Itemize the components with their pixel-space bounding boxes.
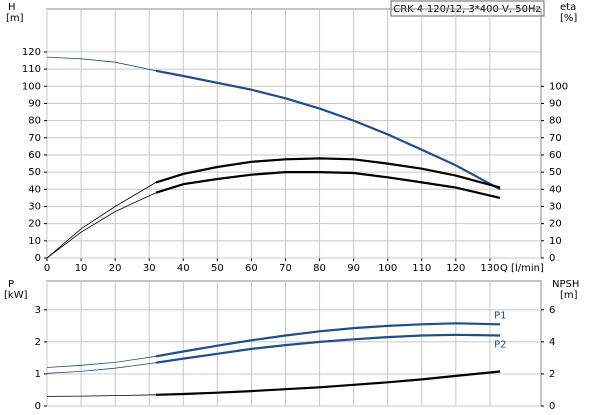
x-tick-label: 60 bbox=[245, 263, 258, 274]
y-label: H bbox=[8, 2, 16, 13]
y-tick-label: 120 bbox=[22, 47, 41, 58]
x-tick-label: 110 bbox=[412, 263, 431, 274]
curve bbox=[155, 333, 501, 364]
y2-tick-label: 70 bbox=[549, 133, 562, 144]
curve bbox=[155, 157, 501, 189]
y-tick-label: 40 bbox=[28, 184, 41, 195]
x-tick-label: 130 bbox=[480, 263, 499, 274]
y-tick-label: 0 bbox=[35, 401, 41, 412]
y2-tick-label: 90 bbox=[549, 98, 562, 109]
curve bbox=[155, 171, 501, 199]
x-tick-label: 120 bbox=[446, 263, 465, 274]
x-tick-label: 80 bbox=[313, 263, 326, 274]
y2-tick-label: 80 bbox=[549, 116, 562, 127]
y-unit: [kW] bbox=[4, 290, 28, 301]
x-tick-label: 0 bbox=[44, 263, 50, 274]
y2-tick-label: 100 bbox=[549, 81, 568, 92]
y2-label: eta bbox=[560, 2, 576, 13]
curve bbox=[155, 69, 501, 191]
x-tick-label: 70 bbox=[279, 263, 292, 274]
curve-thin bbox=[46, 394, 157, 397]
y2-tick-label: 4 bbox=[549, 337, 555, 348]
y-unit: [m] bbox=[6, 13, 24, 24]
y2-tick-label: 50 bbox=[549, 167, 562, 178]
curve-thin bbox=[46, 355, 157, 368]
y-tick-label: 100 bbox=[22, 81, 41, 92]
y2-tick-label: 30 bbox=[549, 201, 562, 212]
curve-thin bbox=[46, 56, 157, 72]
y2-tick-label: 6 bbox=[549, 305, 555, 316]
curve bbox=[155, 322, 501, 358]
x-tick-label: 50 bbox=[211, 263, 224, 274]
y-tick-label: 90 bbox=[28, 98, 41, 109]
x-tick-label: 10 bbox=[75, 263, 88, 274]
y-tick-label: 30 bbox=[28, 201, 41, 212]
x-label: Q [l/min] bbox=[500, 263, 544, 274]
y-tick-label: 10 bbox=[28, 236, 41, 247]
x-tick-label: 20 bbox=[109, 263, 122, 274]
x-tick-label: 30 bbox=[143, 263, 156, 274]
curve-thin bbox=[46, 362, 157, 374]
y-tick-label: 3 bbox=[35, 305, 41, 316]
y2-unit: [%] bbox=[560, 13, 577, 24]
y-tick-label: 80 bbox=[28, 116, 41, 127]
y2-tick-label: 60 bbox=[549, 150, 562, 161]
curve-thin bbox=[46, 192, 157, 259]
y-tick-label: 110 bbox=[22, 64, 41, 75]
y2-tick-label: 2 bbox=[549, 369, 555, 380]
y-tick-label: 60 bbox=[28, 150, 41, 161]
curve-label: P2 bbox=[494, 339, 506, 350]
curve bbox=[155, 370, 501, 396]
x-tick-label: 90 bbox=[347, 263, 360, 274]
x-tick-label: 40 bbox=[177, 263, 190, 274]
y2-tick-label: 0 bbox=[549, 253, 555, 264]
y-tick-label: 1 bbox=[35, 369, 41, 380]
y-tick-label: 0 bbox=[35, 253, 41, 264]
y2-tick-label: 20 bbox=[549, 219, 562, 230]
y-tick-label: 2 bbox=[35, 337, 41, 348]
y2-unit: [m] bbox=[560, 290, 578, 301]
y-tick-label: 70 bbox=[28, 133, 41, 144]
y-tick-label: 20 bbox=[28, 219, 41, 230]
y-label: P bbox=[8, 279, 14, 290]
y2-tick-label: 10 bbox=[549, 236, 562, 247]
y2-label: NPSH bbox=[552, 279, 579, 290]
y2-tick-label: 0 bbox=[549, 401, 555, 412]
plot-area bbox=[46, 8, 542, 259]
curve-thin bbox=[46, 182, 157, 259]
curve-label: P1 bbox=[494, 310, 506, 321]
y-tick-label: 50 bbox=[28, 167, 41, 178]
y2-tick-label: 40 bbox=[549, 184, 562, 195]
x-tick-label: 100 bbox=[378, 263, 397, 274]
